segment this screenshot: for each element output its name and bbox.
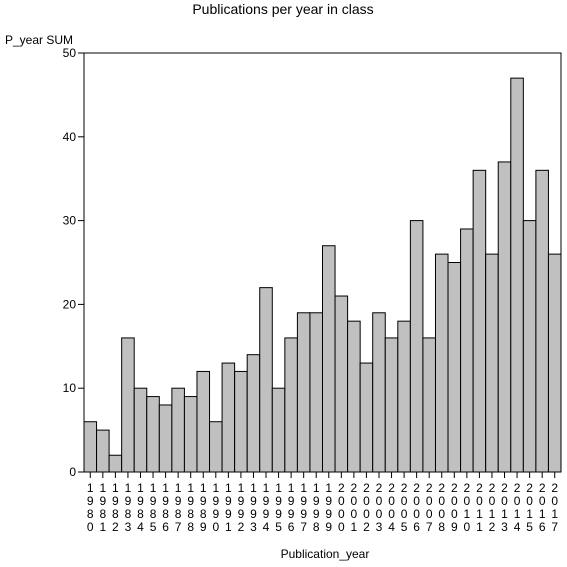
bar-1985 xyxy=(146,396,160,473)
bar-1999 xyxy=(322,245,336,473)
bar-2013 xyxy=(497,161,512,473)
chart-title: Publications per year in class xyxy=(192,1,373,17)
bar-1993 xyxy=(246,354,261,473)
bar-2002 xyxy=(359,362,374,473)
bar-2005 xyxy=(397,320,411,473)
bar-2010 xyxy=(460,228,474,473)
bar-1983 xyxy=(121,337,135,473)
y-tick-label-20: 20 xyxy=(63,297,77,311)
bar-1995 xyxy=(271,387,286,473)
bar-1980 xyxy=(83,421,98,473)
bar-1994 xyxy=(259,287,273,473)
bar-1998 xyxy=(309,312,323,473)
bar-2000 xyxy=(334,295,349,473)
bar-1986 xyxy=(158,404,173,473)
bar-2008 xyxy=(434,253,449,473)
bar-2012 xyxy=(485,253,499,473)
plot-area: 0 10 20 30 40 50 1 9 8 0 1 9 8 1 1 9 8 2 1 9 8 3 1 9 8 4 1 9 8 5 1 9 8 6 1… xyxy=(63,46,562,534)
bar-2014 xyxy=(510,77,524,473)
y-tick-label-0: 0 xyxy=(69,465,76,479)
y-tick-label-10: 10 xyxy=(63,381,77,395)
y-tick-label-50: 50 xyxy=(63,46,77,60)
bar-2009 xyxy=(447,262,462,473)
bar-2004 xyxy=(384,337,399,473)
y-tick-label-30: 30 xyxy=(63,214,77,228)
y-axis-label: P_year SUM xyxy=(5,33,73,47)
bar-2001 xyxy=(347,320,361,473)
bar-2017 xyxy=(547,253,562,473)
x-axis-label: Publication_year xyxy=(281,547,370,561)
bar-1989 xyxy=(196,370,211,473)
bar-1992 xyxy=(234,370,248,473)
bar-1984 xyxy=(133,387,148,473)
bar-2015 xyxy=(522,220,537,473)
y-tick-label-40: 40 xyxy=(63,130,77,144)
bar-2006 xyxy=(409,220,424,473)
bar-2003 xyxy=(372,312,386,473)
bar-1996 xyxy=(284,337,298,473)
bar-2011 xyxy=(472,169,487,473)
bar-2007 xyxy=(422,337,436,473)
bar-1990 xyxy=(209,421,223,473)
bar-1991 xyxy=(221,362,236,473)
bar-2016 xyxy=(535,169,549,473)
bar-1987 xyxy=(171,387,185,473)
bar-1982 xyxy=(108,454,123,473)
bar-1981 xyxy=(96,429,110,473)
bar-1997 xyxy=(296,312,311,473)
bar-1988 xyxy=(183,396,198,473)
